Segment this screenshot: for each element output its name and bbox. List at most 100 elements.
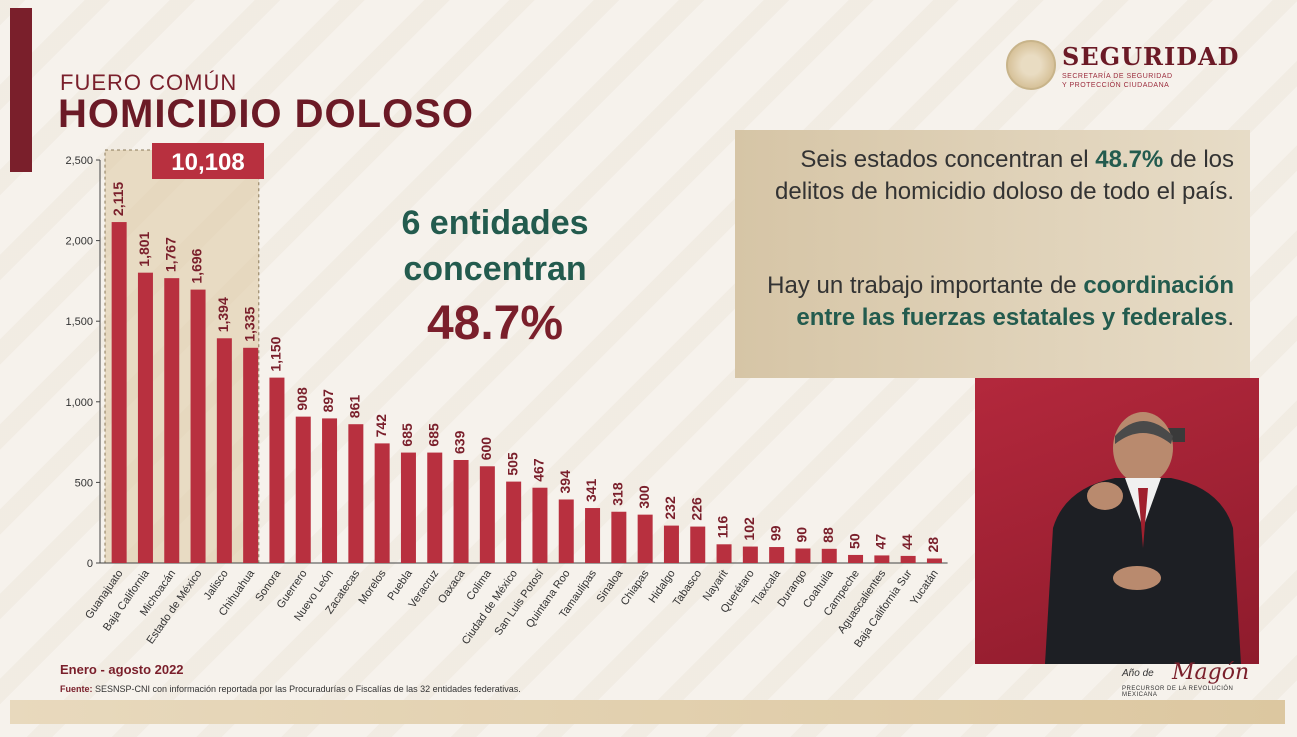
bar	[374, 443, 390, 563]
highlight-total-badge	[152, 143, 264, 179]
info-box: Seis estados concentran el 48.7% de los …	[735, 130, 1250, 378]
bar-value-label: 742	[373, 414, 389, 438]
bar-value-label: 897	[320, 389, 336, 413]
bar	[427, 452, 443, 563]
period-label: Enero - agosto 2022	[60, 662, 184, 677]
info-p2-text-b: .	[1227, 304, 1234, 331]
bar-value-label: 394	[557, 470, 573, 494]
interpreter-figure-icon	[1045, 412, 1241, 664]
bar-value-label: 467	[531, 458, 547, 482]
bar-value-label: 232	[662, 496, 678, 520]
year-logo-line1: Año de	[1122, 668, 1154, 679]
bar	[663, 525, 679, 563]
info-p1-text-a: Seis estados concentran el	[800, 146, 1096, 173]
bar-value-label: 2,115	[110, 182, 126, 216]
info-p2-text-a: Hay un trabajo importante de	[767, 272, 1084, 299]
bar	[243, 347, 259, 563]
bar-value-label: 1,767	[162, 237, 178, 272]
year-logo-line3: PRECURSOR DE LA REVOLUCIÓN MEXICANA	[1122, 686, 1234, 698]
logo-subtitle-line2: Y PROTECCIÓN CIUDADANA	[1062, 82, 1170, 89]
sign-language-interpreter-video	[975, 378, 1259, 664]
logo-subtitle-line1: SECRETARÍA DE SEGURIDAD	[1062, 73, 1173, 80]
bar	[137, 272, 153, 563]
bar-value-label: 28	[925, 537, 941, 553]
callout-line2: concentran	[403, 250, 587, 288]
bar	[164, 278, 180, 563]
bar	[716, 544, 732, 563]
bar-value-label: 300	[636, 485, 652, 509]
bar	[295, 416, 311, 563]
bar	[874, 555, 890, 563]
bar-value-label: 1,696	[189, 248, 205, 283]
bar	[216, 338, 232, 563]
bar	[479, 466, 495, 563]
info-p1-text-b: de los delitos de homicidio doloso de to…	[775, 146, 1234, 205]
bar-value-label: 90	[794, 527, 810, 543]
bar	[690, 526, 706, 563]
bar	[848, 554, 864, 563]
source-text: SESNSP-CNI con información reportada por…	[92, 684, 521, 694]
national-seal-icon	[1006, 40, 1056, 90]
bar-value-label: 341	[583, 478, 599, 502]
footer-strip	[10, 700, 1285, 724]
bar-value-label: 99	[767, 525, 783, 541]
bar	[269, 377, 285, 563]
y-tick-label: 500	[75, 477, 93, 489]
bar	[558, 499, 574, 563]
bar-value-label: 505	[504, 452, 520, 476]
seguridad-logo: SEGURIDAD SECRETARÍA DE SEGURIDAD Y PROT…	[1006, 40, 1266, 90]
bar-value-label: 318	[610, 482, 626, 506]
year-logo: Año de Magón PRECURSOR DE LA REVOLUCIÓN …	[1040, 660, 1260, 698]
year-logo-line2: Magón	[1172, 660, 1250, 685]
bar	[190, 289, 206, 563]
bar-value-label: 88	[820, 527, 836, 543]
bar-value-label: 600	[478, 437, 494, 461]
bar	[926, 558, 942, 563]
y-tick-label: 1,500	[65, 316, 93, 328]
bar	[821, 548, 837, 563]
highlight-callout: 6 entidades concentran 48.7%	[360, 200, 630, 354]
bar-value-label: 1,335	[241, 307, 257, 342]
bar-value-label: 116	[715, 516, 731, 539]
callout-percent: 48.7%	[426, 297, 564, 350]
bar-value-label: 226	[688, 497, 704, 521]
bar-value-label: 639	[452, 430, 468, 454]
y-tick-label: 2,000	[65, 236, 93, 248]
bar	[795, 548, 811, 563]
y-tick-label: 1,000	[65, 397, 93, 409]
bar	[453, 459, 469, 563]
x-tick-label: Chiapas	[619, 567, 652, 607]
bar	[611, 511, 627, 563]
highlight-total-label: 10,108	[171, 149, 244, 176]
bar-value-label: 861	[347, 395, 363, 419]
info-paragraph-2: Hay un trabajo importante de coordinació…	[764, 270, 1234, 334]
x-tick-label: Morelos	[356, 567, 389, 606]
source-label: Fuente:	[60, 684, 93, 694]
page-subtitle: FUERO COMÚN	[60, 70, 238, 95]
bar	[900, 555, 916, 563]
bar	[111, 222, 127, 563]
bar-value-label: 1,150	[268, 336, 284, 371]
source-note: Fuente: SESNSP-CNI con información repor…	[60, 684, 521, 694]
bar-value-label: 908	[294, 387, 310, 411]
bar	[769, 547, 785, 563]
logo-subtitle: SECRETARÍA DE SEGURIDAD Y PROTECCIÓN CIU…	[1062, 72, 1173, 90]
bar-value-label: 685	[399, 423, 415, 447]
bar-value-label: 50	[846, 533, 862, 549]
bar	[506, 481, 522, 563]
bar	[348, 424, 364, 563]
bar	[322, 418, 338, 563]
callout-line1: 6 entidades	[401, 204, 589, 242]
bar-value-label: 44	[899, 534, 915, 550]
info-paragraph-1: Seis estados concentran el 48.7% de los …	[764, 144, 1234, 208]
bar-value-label: 685	[425, 423, 441, 447]
x-tick-label: Oaxaca	[436, 567, 468, 606]
info-p1-highlight: 48.7%	[1095, 146, 1164, 173]
info-p2-highlight: coordinación entre las fuerzas estatales…	[796, 272, 1234, 331]
bar-value-label: 1,394	[215, 297, 231, 332]
highlight-region	[104, 149, 260, 564]
bar-value-label: 47	[873, 534, 889, 550]
bar	[637, 514, 653, 563]
bar-value-label: 102	[741, 517, 757, 541]
